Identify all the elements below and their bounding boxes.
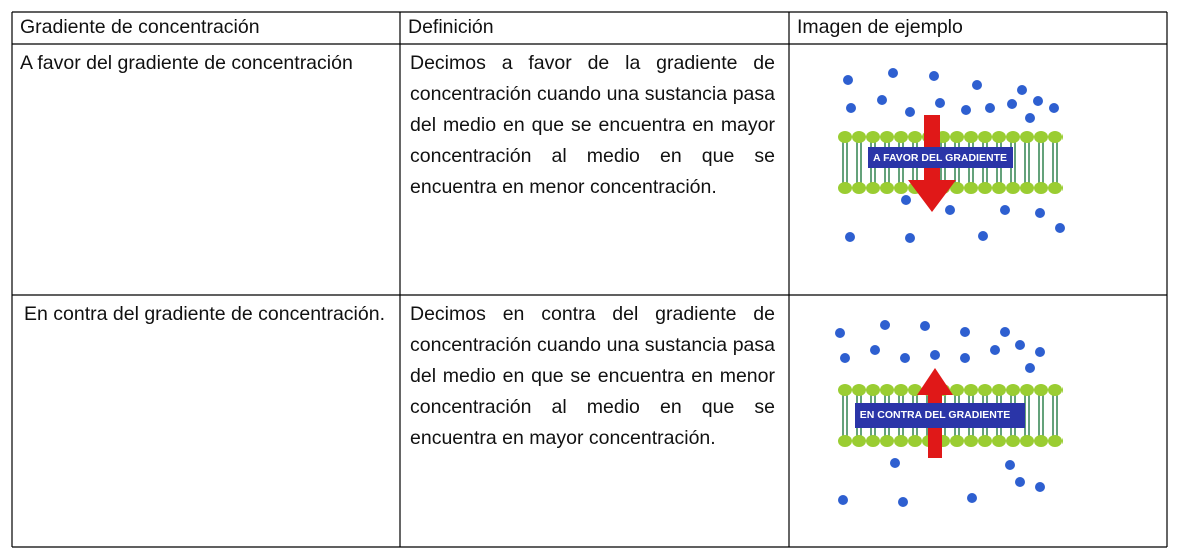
header-cell: Imagen de ejemplo xyxy=(797,16,963,38)
image-label: EN CONTRA DEL GRADIENTE xyxy=(860,409,1011,421)
definition-cell: Decimos en contra del gradiente de conce… xyxy=(410,303,775,449)
term-cell: En contra del gradiente de concentración… xyxy=(24,303,385,325)
definition-cell: Decimos a favor de la gradiente de conce… xyxy=(410,52,775,198)
header-cell: Definición xyxy=(408,16,494,38)
term-cell: A favor del gradiente de concentración xyxy=(20,52,353,74)
example-image: A FAVOR DEL GRADIENTE xyxy=(838,68,1065,243)
table-borders xyxy=(11,11,1168,548)
image-label: A FAVOR DEL GRADIENTE xyxy=(873,152,1007,164)
header-cell: Gradiente de concentración xyxy=(20,16,260,38)
example-image: EN CONTRA DEL GRADIENTE xyxy=(835,320,1063,507)
